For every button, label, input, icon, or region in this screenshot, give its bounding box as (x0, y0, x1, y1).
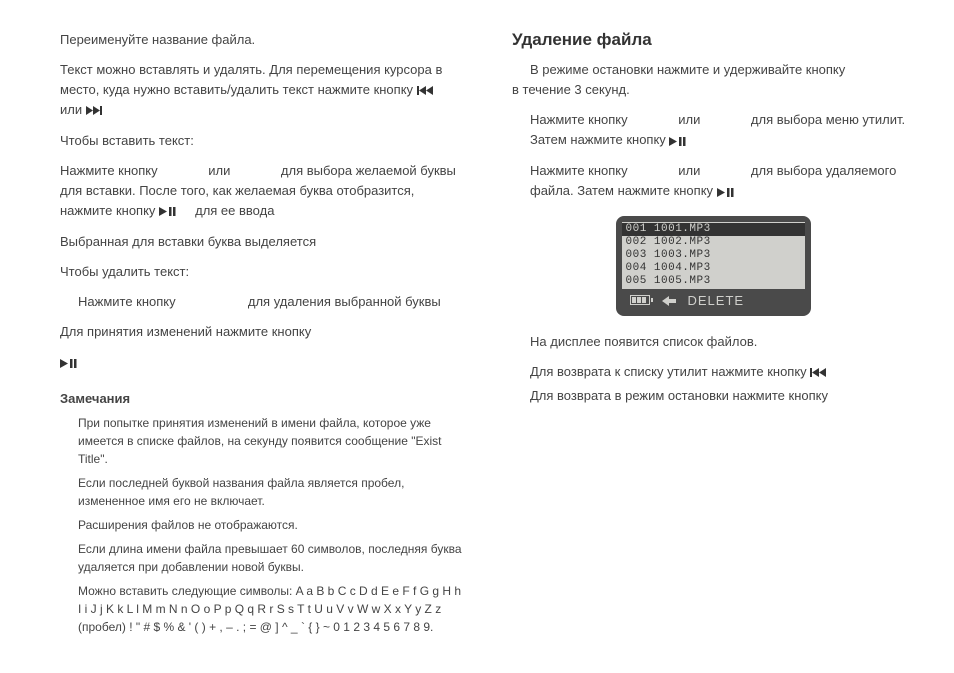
back-arrow-icon (662, 293, 676, 308)
press-button-label: Нажмите кнопку (60, 163, 158, 178)
for-input-text: для ее ввода (195, 203, 274, 218)
left-column: Переименуйте название файла. Текст можно… (60, 30, 472, 642)
note-item: Если последней буквой названия файла явл… (78, 474, 462, 510)
select-util-menu-part: для выбора меню утилит. (751, 112, 905, 127)
list-item: 001 1001.MP3 (622, 223, 805, 236)
play-pause-icon (717, 182, 735, 202)
cursor-move-part-a: Текст можно вставлять и удалять. Для пер… (60, 62, 442, 97)
status-label: DELETE (688, 293, 745, 308)
stop-mode-hold-a: В режиме остановки нажмите и удерживайте… (530, 62, 845, 77)
selected-letter-highlighted: Выбранная для вставки буква выделяется (60, 232, 462, 252)
notes-block: При попытке принятия изменений в имени ф… (60, 414, 462, 636)
notes-heading: Замечания (60, 391, 462, 406)
play-pause-icon (159, 201, 177, 221)
device-screen: 001 1001.MP3 002 1002.MP3 003 1003.MP3 0… (616, 216, 811, 316)
select-delete-file-text: Нажмите кнопку или для выбора удаляемого… (512, 161, 914, 202)
stop-mode-hold-text: В режиме остановки нажмите и удерживайте… (512, 60, 914, 100)
list-item: 005 1005.MP3 (622, 275, 805, 288)
delete-instructions: Нажмите кнопку для удаления выбранной бу… (60, 292, 462, 312)
previous-track-icon (417, 82, 437, 97)
rename-file-label: Переименуйте название файла. (60, 30, 462, 50)
right-column: Удаление файла В режиме остановки нажмит… (512, 30, 914, 642)
insert-instructions: Нажмите кнопку или для выбора желаемой б… (60, 161, 462, 222)
return-util-text: Для возврата к списку утилит нажмите кно… (512, 362, 914, 382)
list-item: 002 1002.MP3 (622, 236, 805, 249)
next-track-icon (86, 102, 106, 117)
note-item: При попытке принятия изменений в имени ф… (78, 414, 462, 468)
select-util-menu-text: Нажмите кнопку или для выбора меню утили… (512, 110, 914, 151)
battery-icon (630, 295, 650, 305)
delete-selected-letter-text: для удаления выбранной буквы (248, 294, 441, 309)
play-pause-icon (669, 131, 687, 151)
cursor-move-text: Текст можно вставлять и удалять. Для пер… (60, 60, 462, 120)
play-pause-line (60, 352, 462, 373)
note-item: Можно вставить следующие символы: A a B … (78, 582, 462, 636)
return-stop-mode-text: Для возврата в режим остановки нажмите к… (512, 386, 914, 406)
status-bar: DELETE (622, 289, 805, 310)
then-press-label: Затем нажмите кнопку (530, 132, 669, 147)
previous-track-icon (810, 364, 830, 379)
file-list: 001 1001.MP3 002 1002.MP3 003 1003.MP3 0… (622, 222, 805, 289)
list-item: 003 1003.MP3 (622, 249, 805, 262)
insert-text-label: Чтобы вставить текст: (60, 131, 462, 151)
note-item: Расширения файлов не отображаются. (78, 516, 462, 534)
accept-changes-text: Для принятия изменений нажмите кнопку (60, 322, 462, 342)
delete-text-label: Чтобы удалить текст: (60, 262, 462, 282)
file-list-shown-text: На дисплее появится список файлов. (512, 332, 914, 352)
press-button-delete-label: Нажмите кнопку (78, 294, 176, 309)
or-label: или (678, 112, 700, 127)
stop-mode-hold-b: в течение 3 секунд. (512, 82, 630, 97)
or-label: или (208, 163, 230, 178)
press-button-label: Нажмите кнопку (530, 163, 628, 178)
play-pause-icon (60, 353, 78, 373)
list-item: 004 1004.MP3 (622, 262, 805, 275)
note-item: Если длина имени файла превышает 60 симв… (78, 540, 462, 576)
cursor-move-part-b: или (60, 102, 86, 117)
page-root: Переименуйте название файла. Текст можно… (0, 0, 954, 672)
or-label: или (678, 163, 700, 178)
return-util-part: Для возврата к списку утилит нажмите кно… (530, 364, 810, 379)
press-button-label: Нажмите кнопку (530, 112, 628, 127)
delete-file-heading: Удаление файла (512, 30, 914, 50)
